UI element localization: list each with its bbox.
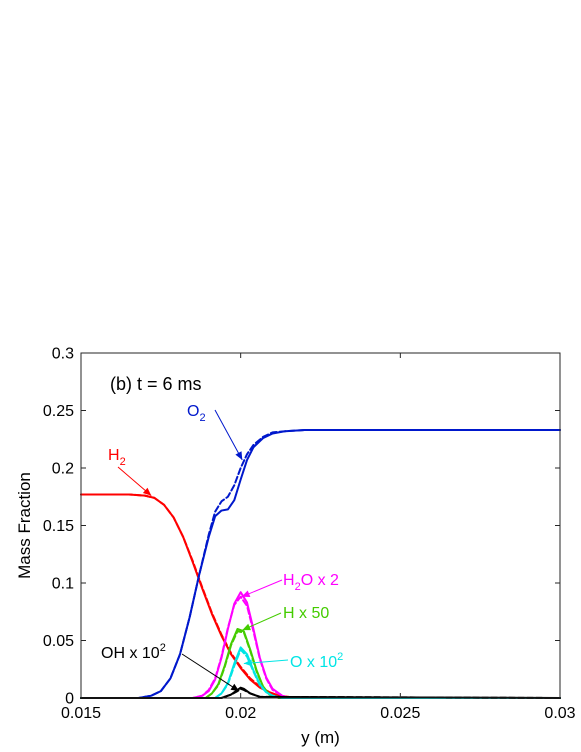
x-tick-label: 0.02 <box>225 705 256 722</box>
annotation-h-label: H x 50 <box>283 605 329 622</box>
annotation-oh-arrowhead <box>230 683 240 692</box>
plot-background <box>81 353 560 698</box>
annotation-h-arrowhead <box>242 623 251 631</box>
annotation-h2-label: H2​ <box>108 447 126 468</box>
annotation-o-label: O x 102​ <box>290 651 343 671</box>
y-tick-label: 0.1 <box>52 576 74 593</box>
axes-layer: 0.015 0.02 0.025 0.03 0 0.05 0.1 0.15 0.2 0.25 0.3 <box>43 346 576 723</box>
series-layer <box>80 429 561 699</box>
annotation-o-arrowhead <box>243 659 253 667</box>
y-tick-label: 0.2 <box>52 461 74 478</box>
panel-label: (b) t = 6 ms <box>110 374 202 394</box>
y-tick-label: 0.05 <box>43 633 74 650</box>
x-tick-label: 0.015 <box>61 705 101 722</box>
annotation-o2-label: O2​ <box>187 403 206 424</box>
annotation-o2-arrow <box>214 409 243 461</box>
annotation-h2o-arrowhead <box>241 590 251 597</box>
x-tick-label: 0.025 <box>380 705 420 722</box>
annotation-oh-label: OH x 102​ <box>101 642 166 662</box>
y-tick-label: 0.15 <box>43 518 74 535</box>
y-tick-label: 0.3 <box>52 346 74 363</box>
x-axis-label: y (m) <box>301 728 340 747</box>
annotation-o2-arrowhead <box>235 451 243 460</box>
series-line-o-x-10-2-dashed-9 <box>80 648 561 699</box>
series-line-o2-dashed-3 <box>80 429 561 699</box>
annotation-oh-arrow <box>181 653 240 692</box>
y-axis-label: Mass Fraction <box>15 472 34 579</box>
y-tick-label: 0.25 <box>43 403 74 420</box>
x-tick-label: 0.03 <box>544 705 575 722</box>
y-tick-label: 0 <box>65 691 74 708</box>
series-line-oh-x-10-2-dashed-11 <box>80 687 561 699</box>
annotation-h2-arrowhead <box>142 487 152 496</box>
series-line-h2-dashed-1 <box>80 493 561 699</box>
annotation-h2o-label: H2​O x 2 <box>283 572 339 593</box>
annotation-layer: H2​ O2​ H2​O x 2 H x 50 O x 102​ OH x 102​ <box>101 403 343 692</box>
series-line-h2o-x-2-dashed-5 <box>80 595 561 699</box>
